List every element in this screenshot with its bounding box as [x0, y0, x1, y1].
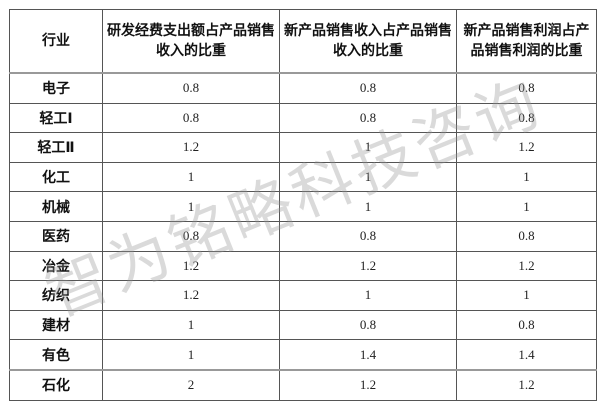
value-cell: 0.8 — [102, 71, 280, 104]
value-cell: 0.8 — [279, 71, 457, 104]
table-row: 医药 0.8 0.8 0.8 — [9, 220, 597, 252]
value-cell: 1.2 — [456, 250, 597, 282]
industry-cell: 纺织 — [9, 280, 103, 311]
table-row: 有色 1 1.4 1.4 — [9, 339, 597, 371]
table-row: 冶金 1.2 1.2 1.2 — [9, 250, 597, 282]
value-cell: 0.8 — [456, 102, 597, 134]
industry-cell: 轻工Ⅰ — [9, 102, 103, 134]
industry-cell: 化工 — [9, 161, 103, 193]
industry-cell: 机械 — [9, 191, 103, 222]
value-cell: 1 — [102, 309, 280, 341]
value-cell: 1.2 — [456, 132, 597, 163]
industry-cell: 医药 — [9, 220, 103, 252]
value-cell: 1 — [456, 161, 597, 193]
value-cell: 1 — [279, 191, 457, 222]
header-rd-ratio: 研发经费支出额占产品销售收入的比重 — [102, 9, 280, 74]
table-row: 纺织 1.2 1 1 — [9, 280, 597, 311]
value-cell: 0.8 — [456, 220, 597, 252]
value-cell: 0.8 — [456, 71, 597, 104]
value-cell: 1 — [279, 132, 457, 163]
value-cell: 1 — [456, 191, 597, 222]
value-cell: 2 — [102, 368, 280, 401]
value-cell: 1 — [102, 339, 280, 371]
value-cell: 0.8 — [279, 220, 457, 252]
value-cell: 0.8 — [279, 309, 457, 341]
value-cell: 1 — [279, 161, 457, 193]
value-cell: 1.4 — [456, 339, 597, 371]
value-cell: 1.4 — [279, 339, 457, 371]
industry-cell: 建材 — [9, 309, 103, 341]
table-row: 石化 2 1.2 1.2 — [9, 368, 597, 401]
value-cell: 0.8 — [279, 102, 457, 134]
value-cell: 1.2 — [102, 280, 280, 311]
table-row: 化工 1 1 1 — [9, 161, 597, 193]
value-cell: 1 — [279, 280, 457, 311]
value-cell: 1.2 — [279, 250, 457, 282]
value-cell: 0.8 — [102, 220, 280, 252]
industry-cell: 电子 — [9, 71, 103, 104]
industry-cell: 有色 — [9, 339, 103, 371]
value-cell: 0.8 — [456, 309, 597, 341]
header-new-product-profit-ratio: 新产品销售利润占产品销售利润的比重 — [456, 9, 597, 74]
header-row: 行业 研发经费支出额占产品销售收入的比重 新产品销售收入占产品销售收入的比重 新… — [9, 9, 597, 74]
value-cell: 1.2 — [102, 132, 280, 163]
industry-cell: 冶金 — [9, 250, 103, 282]
table-row: 机械 1 1 1 — [9, 191, 597, 222]
value-cell: 1.2 — [279, 368, 457, 401]
header-industry: 行业 — [9, 9, 103, 74]
value-cell: 1.2 — [102, 250, 280, 282]
table-row: 轻工Ⅰ 0.8 0.8 0.8 — [9, 102, 597, 134]
industry-cell: 轻工Ⅱ — [9, 132, 103, 163]
value-cell: 1.2 — [456, 368, 597, 401]
table-row: 轻工Ⅱ 1.2 1 1.2 — [9, 132, 597, 163]
value-cell: 0.8 — [102, 102, 280, 134]
industry-weight-table: 行业 研发经费支出额占产品销售收入的比重 新产品销售收入占产品销售收入的比重 新… — [9, 9, 597, 401]
value-cell: 1 — [102, 191, 280, 222]
value-cell: 1 — [456, 280, 597, 311]
header-new-product-revenue-ratio: 新产品销售收入占产品销售收入的比重 — [279, 9, 457, 74]
value-cell: 1 — [102, 161, 280, 193]
table-row: 建材 1 0.8 0.8 — [9, 309, 597, 341]
table-row: 电子 0.8 0.8 0.8 — [9, 71, 597, 104]
industry-cell: 石化 — [9, 368, 103, 401]
